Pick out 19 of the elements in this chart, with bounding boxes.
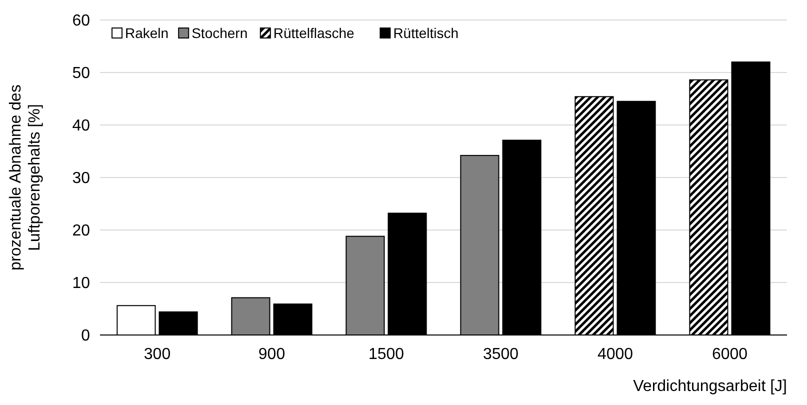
legend-label: Stochern bbox=[192, 25, 248, 41]
legend-label: Rütteltisch bbox=[393, 25, 459, 41]
x-tick-label: 1500 bbox=[368, 346, 404, 363]
x-tick-label: 900 bbox=[258, 346, 286, 363]
legend-label: Rüttelflasche bbox=[273, 25, 355, 41]
x-tick-label: 300 bbox=[144, 346, 171, 363]
y-tick-label: 30 bbox=[72, 170, 90, 188]
y-tick-label: 20 bbox=[72, 222, 90, 240]
y-tick-label: 60 bbox=[72, 12, 90, 30]
legend-label: Rakeln bbox=[125, 25, 169, 41]
x-tick-label: 4000 bbox=[597, 346, 634, 363]
x-axis-title: Verdichtungsarbeit [J] bbox=[633, 378, 787, 395]
y-tick-label: 10 bbox=[72, 275, 90, 292]
x-tick-label: 6000 bbox=[712, 346, 748, 363]
x-tick-label: 3500 bbox=[482, 346, 519, 363]
y-tick-label: 0 bbox=[81, 328, 90, 345]
y-tick-label: 50 bbox=[72, 65, 90, 82]
y-axis-title: prozentuale Abnahme des Luftporengehalts [%] bbox=[8, 84, 44, 270]
y-tick-label: 40 bbox=[72, 118, 90, 135]
